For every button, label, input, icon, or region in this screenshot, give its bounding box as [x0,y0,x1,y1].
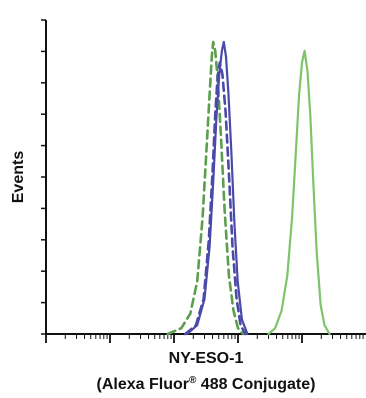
x-axis-label-line2: (Alexa Fluor® 488 Conjugate) [97,375,316,393]
y-axis-label: Events [10,151,27,204]
y-axis-ticks [41,19,46,335]
series-layer [166,40,331,336]
x-axis-ticks [45,334,364,343]
x-axis-label: NY-ESO-1 [169,350,244,367]
histogram-series-3 [186,40,249,336]
x-axis-label-line2-start: (Alexa Fluor [97,376,189,393]
x-axis-label-line2-end: 488 Conjugate) [196,376,315,393]
registered-mark: ® [189,375,197,386]
histogram-series-4 [267,49,331,336]
plot-area [41,19,366,343]
histogram-series-1 [166,40,245,336]
